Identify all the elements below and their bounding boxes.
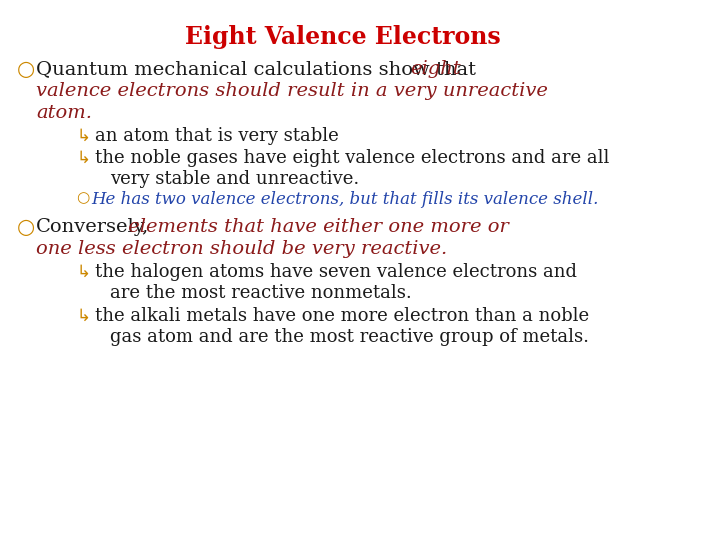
- Text: are the most reactive nonmetals.: are the most reactive nonmetals.: [109, 284, 411, 302]
- Text: very stable and unreactive.: very stable and unreactive.: [109, 170, 359, 188]
- Text: atom.: atom.: [36, 104, 92, 122]
- Text: Quantum mechanical calculations show that: Quantum mechanical calculations show tha…: [36, 60, 482, 78]
- Text: ○: ○: [76, 191, 89, 205]
- Text: ○: ○: [17, 218, 35, 237]
- Text: Eight Valence Electrons: Eight Valence Electrons: [185, 25, 501, 49]
- Text: gas atom and are the most reactive group of metals.: gas atom and are the most reactive group…: [109, 328, 588, 346]
- Text: ○: ○: [17, 60, 35, 79]
- Text: ↳: ↳: [76, 127, 90, 145]
- Text: ↳: ↳: [76, 307, 90, 325]
- Text: valence electrons should result in a very unreactive: valence electrons should result in a ver…: [36, 82, 548, 100]
- Text: the halogen atoms have seven valence electrons and: the halogen atoms have seven valence ele…: [95, 263, 577, 281]
- Text: the alkali metals have one more electron than a noble: the alkali metals have one more electron…: [95, 307, 590, 325]
- Text: the noble gases have eight valence electrons and are all: the noble gases have eight valence elect…: [95, 149, 610, 167]
- Text: elements that have either one more or: elements that have either one more or: [122, 218, 509, 236]
- Text: He has two valence electrons, but that fills its valence shell.: He has two valence electrons, but that f…: [91, 191, 599, 208]
- Text: eight: eight: [410, 60, 460, 78]
- Text: Conversely,: Conversely,: [36, 218, 150, 236]
- Text: an atom that is very stable: an atom that is very stable: [95, 127, 339, 145]
- Text: ↳: ↳: [76, 149, 90, 167]
- Text: ↳: ↳: [76, 263, 90, 281]
- Text: one less electron should be very reactive.: one less electron should be very reactiv…: [36, 240, 447, 258]
